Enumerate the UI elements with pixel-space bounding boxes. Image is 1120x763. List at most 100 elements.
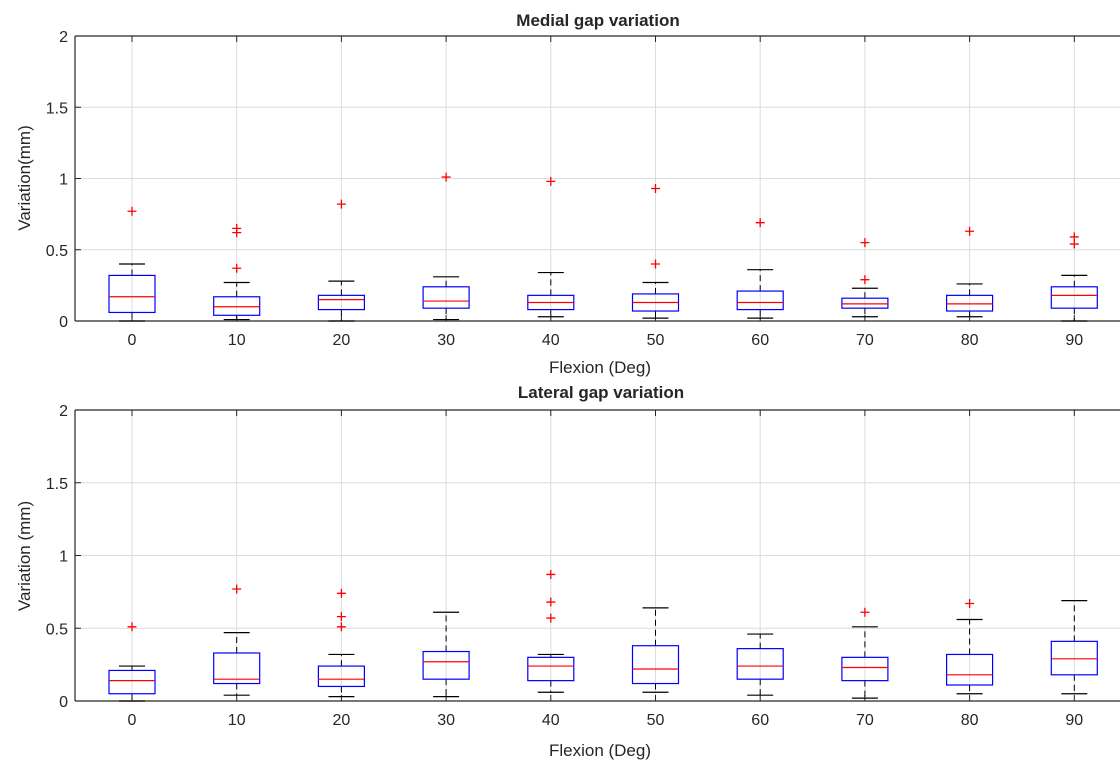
- box-20: [317, 588, 365, 698]
- grid: [75, 409, 1120, 702]
- outlier-marker: [127, 622, 137, 632]
- axes: [74, 409, 1120, 702]
- x-tick-label: 30: [437, 712, 455, 729]
- x-tick-label: 10: [228, 712, 246, 729]
- x-tick-label: 90: [1065, 332, 1083, 349]
- x-tick-label: 80: [961, 332, 979, 349]
- x-axis-label: Flexion (Deg): [549, 358, 651, 377]
- outlier-marker: [965, 226, 975, 236]
- x-tick-label: 30: [437, 332, 455, 349]
- chart-panel-lateral: Lateral gap variation 00.511.520 10 20 30 40…: [15, 383, 1120, 760]
- iqr-box: [736, 290, 784, 311]
- iqr-box: [317, 665, 365, 688]
- box-series: [108, 172, 1098, 322]
- outlier-marker: [336, 612, 346, 622]
- x-tick-label: 60: [751, 712, 769, 729]
- x-tick-label: 40: [542, 712, 560, 729]
- outlier-marker: [232, 263, 242, 273]
- outlier-marker: [860, 238, 870, 248]
- box-70: [841, 607, 889, 699]
- x-tick-label: 20: [333, 332, 351, 349]
- outlier-marker: [546, 569, 556, 579]
- iqr-box: [108, 669, 156, 695]
- grid: [75, 35, 1120, 322]
- box-0: [108, 206, 156, 322]
- iqr-box: [945, 294, 994, 312]
- iqr-box: [527, 656, 575, 682]
- x-tick-label: 0: [128, 332, 137, 349]
- box-90: [1050, 600, 1098, 695]
- outlier-marker: [336, 199, 346, 209]
- outlier-marker: [546, 597, 556, 607]
- box-10: [213, 584, 261, 696]
- y-axis-label: Variation (mm): [15, 501, 34, 611]
- x-tick-label: 10: [228, 332, 246, 349]
- box-90: [1050, 232, 1098, 322]
- box-60: [736, 218, 784, 319]
- iqr-box: [736, 648, 784, 680]
- box-60: [736, 633, 784, 696]
- iqr-box: [841, 297, 889, 309]
- outlier-marker: [755, 218, 765, 228]
- box-80: [945, 226, 994, 318]
- y-tick-label: 0.5: [46, 243, 68, 260]
- outlier-marker: [546, 613, 556, 623]
- outlier-marker: [651, 183, 660, 193]
- box-10: [213, 223, 261, 321]
- x-tick-label: 70: [856, 332, 874, 349]
- iqr-box: [1050, 640, 1098, 676]
- y-tick-label: 1.5: [46, 100, 68, 117]
- axes: [74, 35, 1120, 322]
- box-70: [841, 238, 889, 318]
- iqr-box: [945, 653, 994, 686]
- y-tick-label: 2: [59, 403, 68, 420]
- iqr-box: [213, 652, 261, 685]
- iqr-box: [841, 656, 889, 682]
- outlier-marker: [546, 176, 556, 186]
- box-40: [527, 176, 575, 318]
- x-tick-label: 50: [647, 712, 665, 729]
- iqr-box: [1050, 286, 1098, 309]
- outlier-marker: [232, 223, 242, 233]
- y-tick-label: 0: [59, 694, 68, 711]
- outlier-marker: [336, 588, 346, 598]
- iqr-box: [213, 296, 261, 316]
- y-tick-label: 0.5: [46, 621, 68, 638]
- outlier-marker: [860, 607, 870, 617]
- chart-title: Medial gap variation: [516, 11, 679, 30]
- iqr-box: [317, 294, 365, 311]
- iqr-box: [631, 645, 680, 685]
- outlier-marker: [1069, 232, 1079, 242]
- box-0: [108, 622, 156, 702]
- box-20: [317, 199, 365, 322]
- outlier-marker: [336, 622, 346, 632]
- x-tick-label: 0: [128, 712, 137, 729]
- y-tick-label: 0: [59, 314, 68, 331]
- outlier-marker: [441, 172, 451, 182]
- outlier-marker: [860, 275, 870, 285]
- box-40: [527, 569, 575, 693]
- x-tick-label: 70: [856, 712, 874, 729]
- outlier-marker: [965, 599, 975, 609]
- x-tick-label: 60: [751, 332, 769, 349]
- x-tick-label: 50: [647, 332, 665, 349]
- iqr-box: [422, 286, 470, 309]
- x-tick-label: 90: [1065, 712, 1083, 729]
- x-tick-label: 20: [333, 712, 351, 729]
- chart-title: Lateral gap variation: [518, 383, 684, 402]
- chart-panel-medial: Medial gap variation 00.511.520 10 20 30 40 5…: [15, 11, 1120, 377]
- y-tick-label: 1: [59, 172, 68, 189]
- iqr-box: [108, 274, 156, 314]
- tick-labels: 00.511.520 10 20 30 40 50 60 70 80 90: [46, 403, 1084, 729]
- outlier-marker: [127, 206, 137, 216]
- x-tick-label: 40: [542, 332, 560, 349]
- tick-labels: 00.511.520 10 20 30 40 50 60 70 80 90: [46, 29, 1084, 349]
- outlier-marker: [232, 584, 242, 594]
- outlier-marker: [651, 259, 660, 269]
- iqr-box: [422, 650, 470, 680]
- box-50: [631, 607, 680, 693]
- box-80: [945, 599, 994, 695]
- box-30: [422, 172, 470, 321]
- box-30: [422, 611, 470, 698]
